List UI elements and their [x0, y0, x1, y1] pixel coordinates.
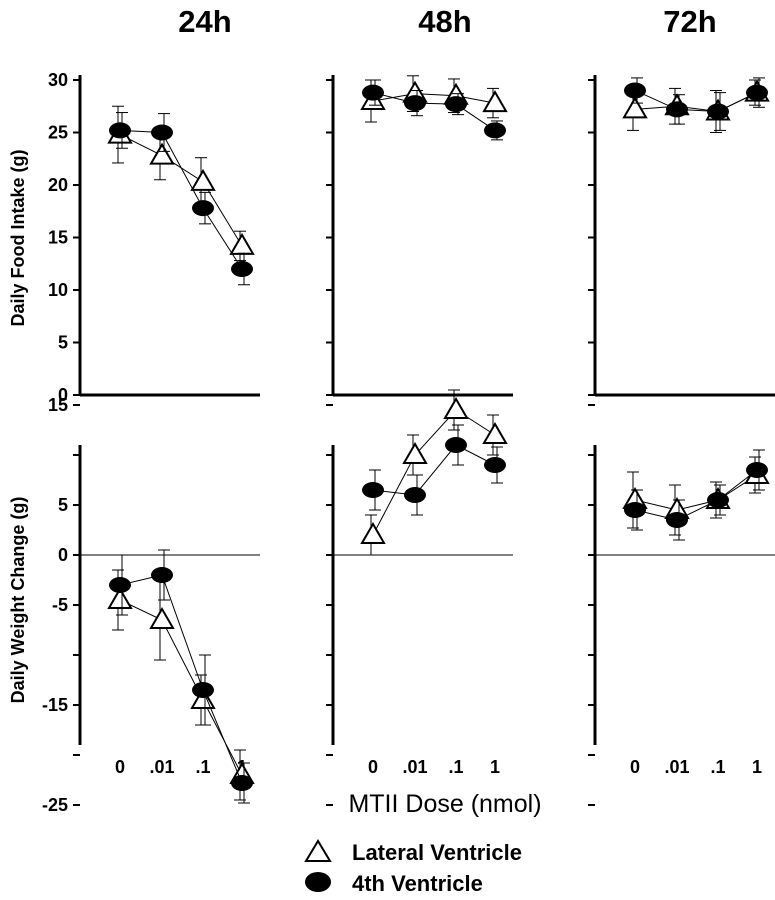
point-4th-ventricle — [362, 482, 384, 498]
y-tick-label: 30 — [48, 70, 68, 90]
series-line-lateral-ventricle — [372, 93, 496, 104]
point-4th-ventricle — [109, 122, 131, 139]
y-tick-label: 10 — [48, 280, 68, 300]
point-lateral-ventricle — [360, 522, 386, 544]
series-line-lateral-ventricle — [634, 474, 758, 511]
y-tick-label: 0 — [58, 545, 68, 565]
y-tick-label: 15 — [48, 395, 68, 415]
x-tick-label: 0 — [630, 757, 640, 777]
point-4th-ventricle — [192, 200, 214, 217]
point-4th-ventricle — [666, 512, 688, 528]
series-line-4th-ventricle — [372, 92, 496, 131]
food-intake-y-label: Daily Food Intake (g) — [8, 149, 28, 326]
panel-food-4-col1: 0 5 10 15 20 25 30 — [48, 70, 260, 405]
panel-weight-4-col3: 0 .01 .1 1 — [588, 404, 775, 806]
point-lateral-ventricle — [229, 232, 255, 255]
series-line-4th-ventricle — [119, 574, 243, 784]
series-line-lateral-ventricle — [634, 92, 758, 113]
weight-change-y-label: Daily Weight Change (g) — [8, 497, 28, 704]
x-axis-title: MTII Dose (nmol) — [348, 790, 541, 818]
legend-label-4th-ventricle: 4th Ventricle — [352, 871, 483, 896]
x-tick-label: 0 — [368, 757, 378, 777]
x-tick-label: 1 — [752, 757, 762, 777]
y-tick-label: -5 — [52, 595, 68, 615]
point-4th-ventricle — [231, 775, 253, 791]
point-lateral-ventricle — [149, 607, 175, 629]
point-lateral-ventricle — [622, 96, 648, 119]
point-lateral-ventricle — [443, 397, 469, 419]
y-tick-label: -15 — [42, 695, 68, 715]
point-4th-ventricle — [445, 96, 467, 113]
y-tick-label: 0 — [58, 385, 68, 405]
point-4th-ventricle — [151, 124, 173, 141]
y-tick-label: 25 — [48, 123, 68, 143]
series-line-lateral-ventricle — [119, 599, 243, 776]
point-4th-ventricle — [707, 103, 729, 120]
series-line-4th-ventricle — [634, 469, 758, 521]
series-line-4th-ventricle — [634, 90, 758, 113]
point-4th-ventricle — [445, 437, 467, 453]
point-4th-ventricle — [484, 122, 506, 139]
point-4th-ventricle — [484, 457, 506, 473]
column-title-72h: 72h — [663, 4, 716, 39]
point-4th-ventricle — [666, 101, 688, 118]
y-tick-label: 15 — [48, 228, 68, 248]
series-line-4th-ventricle — [119, 129, 243, 270]
y-tick-label: 5 — [58, 333, 68, 353]
y-tick-label: -25 — [42, 795, 68, 815]
point-4th-ventricle — [746, 462, 768, 478]
x-tick-label: .1 — [448, 757, 463, 777]
point-lateral-ventricle — [482, 422, 508, 444]
point-4th-ventricle — [151, 567, 173, 583]
panel-weight-4-col2: 0 .01 .1 1 — [326, 389, 513, 806]
x-tick-label: .1 — [710, 757, 725, 777]
y-tick-label: 5 — [58, 495, 68, 515]
point-lateral-ventricle — [149, 142, 175, 165]
point-4th-ventricle — [109, 577, 131, 593]
point-4th-ventricle — [404, 487, 426, 503]
point-4th-ventricle — [231, 261, 253, 277]
point-4th-ventricle — [624, 502, 646, 518]
legend-filled-circle-marker — [305, 872, 331, 892]
point-4th-ventricle — [624, 82, 646, 99]
point-4th-ventricle — [746, 84, 768, 101]
x-tick-label: 1 — [490, 757, 500, 777]
legend: Lateral Ventricle 4th Ventricle — [304, 839, 522, 896]
legend-label-lateral-ventricle: Lateral Ventricle — [352, 840, 522, 865]
series-line-lateral-ventricle — [372, 409, 496, 536]
point-4th-ventricle — [404, 95, 426, 112]
x-tick-label: .1 — [195, 757, 210, 777]
point-lateral-ventricle — [107, 587, 133, 609]
point-4th-ventricle — [192, 682, 214, 698]
point-lateral-ventricle — [402, 442, 428, 464]
column-title-24h: 24h — [178, 4, 231, 39]
point-4th-ventricle — [362, 84, 384, 101]
x-tick-label: .01 — [664, 757, 689, 777]
panel-food-4-col3 — [588, 75, 775, 397]
y-tick-label: 20 — [48, 175, 68, 195]
legend-open-triangle-marker — [304, 839, 332, 862]
point-lateral-ventricle — [190, 168, 216, 191]
x-tick-label: .01 — [402, 757, 427, 777]
panels: 0510152025301550-5-15-250.01.110.01.110.… — [42, 70, 775, 815]
series-line-4th-ventricle — [372, 444, 496, 496]
panel-food-4-col2 — [326, 75, 513, 397]
point-4th-ventricle — [707, 492, 729, 508]
point-lateral-ventricle — [482, 90, 508, 113]
series-line-lateral-ventricle — [119, 134, 243, 247]
column-title-48h: 48h — [418, 4, 471, 39]
x-tick-label: .01 — [149, 757, 174, 777]
x-tick-label: 0 — [115, 757, 125, 777]
